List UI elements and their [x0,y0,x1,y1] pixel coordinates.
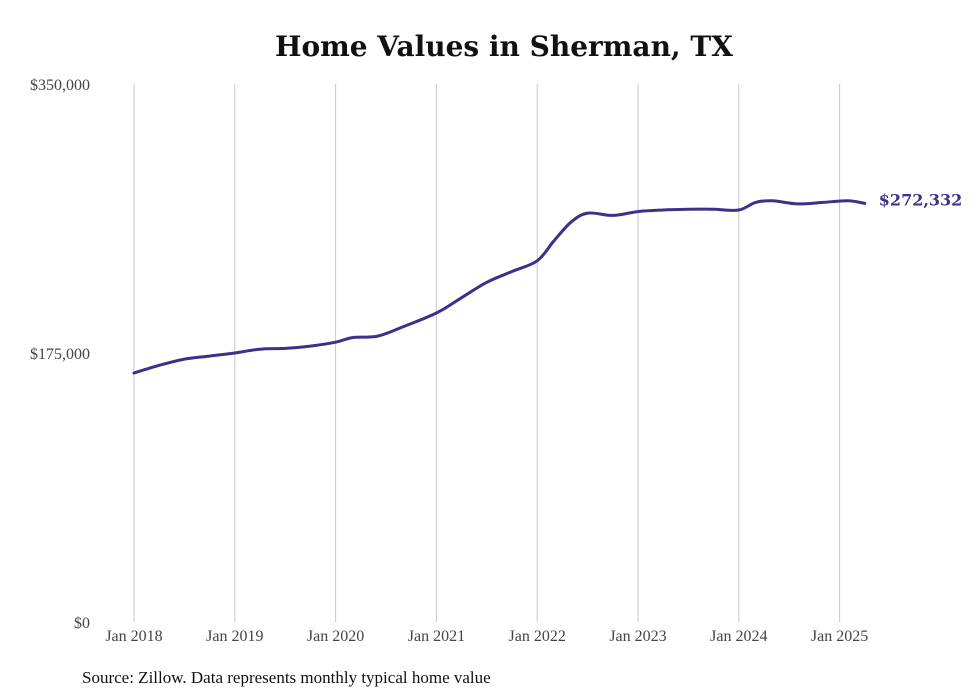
y-axis-ticks: $0 $175,000 $350,000 [30,77,90,632]
end-value-label: $272,332 [879,190,963,209]
x-tick-label: Jan 2025 [811,628,868,645]
source-note: Source: Zillow. Data represents monthly … [82,668,491,687]
x-tick-label: Jan 2019 [206,628,263,645]
x-tick-label: Jan 2018 [105,628,162,645]
y-tick-label: $0 [74,615,90,632]
x-tick-label: Jan 2024 [710,628,767,645]
x-axis-ticks: Jan 2018 Jan 2019 Jan 2020 Jan 2021 Jan 2022… [105,628,868,645]
x-tick-label: Jan 2020 [307,628,364,645]
series-line [132,199,867,375]
x-tick-label: Jan 2022 [509,628,566,645]
y-tick-label: $175,000 [30,346,90,363]
chart-title: Home Values in Sherman, TX [274,30,733,63]
x-tick-label: Jan 2021 [408,628,465,645]
x-tick-label: Jan 2023 [609,628,666,645]
y-tick-label: $350,000 [30,77,90,94]
